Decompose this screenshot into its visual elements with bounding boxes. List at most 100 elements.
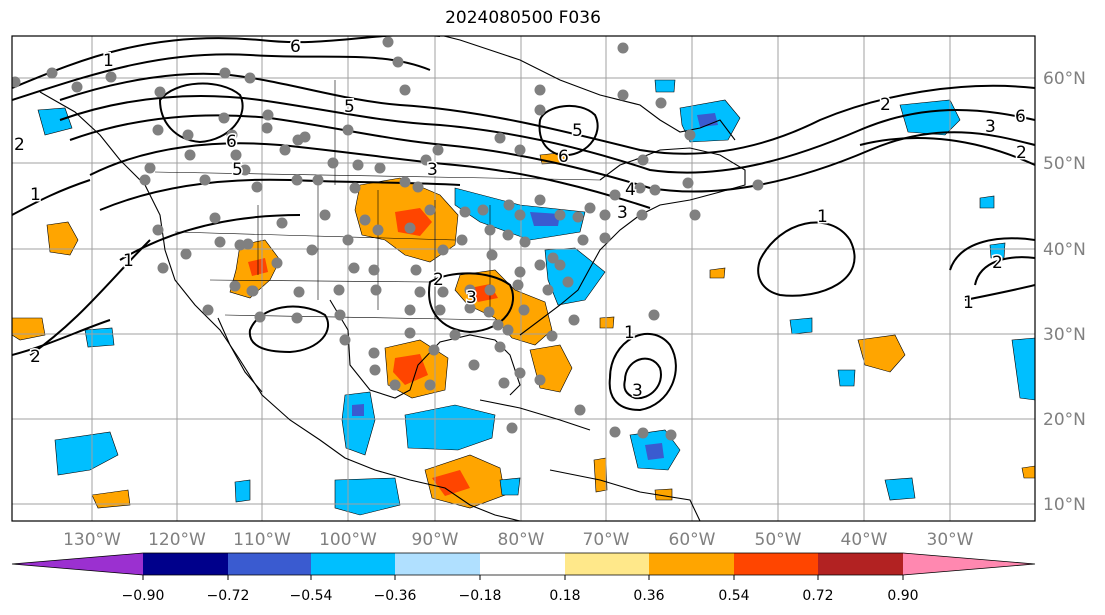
station-dot [636, 209, 648, 221]
colorbar-swatch [903, 553, 1035, 575]
station-dot [468, 359, 480, 371]
station-dot [184, 149, 196, 161]
station-dot [665, 429, 677, 441]
station-dot [599, 209, 611, 221]
lon-label: 80°W [498, 530, 545, 550]
station-dot [506, 422, 518, 434]
station-dot [342, 234, 354, 246]
colorbar-tick-label: −0.90 [122, 588, 165, 604]
colorbar-swatch [649, 553, 734, 575]
station-dot [655, 97, 667, 109]
station-dot [349, 182, 361, 194]
contour-label: 3 [617, 203, 628, 223]
station-dot [412, 181, 424, 193]
station-dot [214, 236, 226, 248]
station-dot [534, 84, 546, 96]
lon-label: 130°W [63, 530, 121, 550]
station-dot [609, 189, 621, 201]
contour-label: 1 [30, 185, 41, 205]
station-dot [339, 334, 351, 346]
station-dot [584, 202, 596, 214]
colorbar-tick-label: 0.72 [802, 588, 833, 604]
contour-label: 6 [290, 37, 301, 57]
station-dot [374, 162, 386, 174]
station-dot [312, 174, 324, 186]
station-dot [12, 76, 21, 88]
station-dot [752, 179, 764, 191]
lat-label: 40°N [1043, 240, 1086, 260]
station-dot [502, 229, 514, 241]
station-dot [494, 341, 506, 353]
station-dot [568, 314, 580, 326]
lon-label: 120°W [148, 530, 206, 550]
station-dot [514, 209, 526, 221]
station-dot [637, 154, 649, 166]
station-dot [144, 162, 156, 174]
station-dot [209, 212, 221, 224]
station-dot [306, 244, 318, 256]
colorbar-swatch [311, 553, 395, 575]
station-dot [609, 426, 621, 438]
contour-label: 1 [817, 207, 828, 227]
station-dot [226, 129, 238, 141]
contour-label: 1 [123, 251, 134, 271]
station-dot [382, 36, 394, 48]
station-dot [293, 286, 305, 298]
contour-label: 1 [963, 293, 974, 313]
lon-label: 100°W [319, 530, 377, 550]
station-dot [432, 144, 444, 156]
station-dot [424, 204, 436, 216]
colorbar-tick-labels: −0.90 −0.72 −0.54 −0.36 −0.18 0.18 0.36 … [122, 588, 919, 604]
contour-label: 2 [1016, 143, 1027, 163]
station-dot [291, 174, 303, 186]
station-dot [399, 176, 411, 188]
contour-label: 1 [103, 51, 114, 71]
contour-label: 6 [226, 132, 237, 152]
station-dot [229, 280, 241, 292]
station-dot [534, 374, 546, 386]
station-dot [634, 182, 646, 194]
contour-label: 3 [427, 160, 438, 180]
station-dot [649, 184, 661, 196]
lon-label: 40°W [841, 530, 888, 550]
contour-label-group: 1 6 5 6 5 2 1 1 2 3 6 5 4 3 2 3 1 3 1 1 … [13, 36, 1029, 403]
station-dot [617, 42, 629, 54]
station-dot [251, 181, 263, 193]
station-dot [574, 404, 586, 416]
contour-label: 1 [624, 323, 635, 343]
colorbar-tick-label: 0.54 [718, 588, 749, 604]
station-dot [262, 109, 274, 121]
station-dot [682, 177, 694, 189]
station-dot [484, 224, 496, 236]
lon-label: 90°W [412, 530, 459, 550]
colorbar [11, 552, 1036, 580]
station-dot [424, 379, 436, 391]
station-dot [562, 276, 574, 288]
colorbar-tick-label: −0.36 [374, 588, 417, 604]
station-dot [327, 157, 339, 169]
station-dot [352, 159, 364, 171]
station-dot [154, 86, 166, 98]
colorbar-swatch [143, 553, 228, 575]
lon-label: 110°W [233, 530, 291, 550]
contour-label: 3 [632, 381, 643, 401]
contour-label: 2 [992, 253, 1003, 273]
station-dot [477, 204, 489, 216]
colorbar-tick-label: 0.36 [633, 588, 664, 604]
station-dot [518, 304, 530, 316]
station-dot [484, 284, 496, 296]
station-dot [534, 104, 546, 116]
lat-label: 60°N [1043, 69, 1086, 89]
station-dot [370, 284, 382, 296]
contour-lines [12, 36, 1035, 412]
station-dot [514, 266, 526, 278]
contour-label: 6 [558, 147, 569, 167]
station-dot [359, 214, 371, 226]
station-dot [456, 234, 468, 246]
station-dot [483, 306, 495, 318]
station-dot [247, 285, 259, 297]
station-dot [514, 367, 526, 379]
contour-label: 3 [466, 288, 477, 308]
station-dot [492, 319, 504, 331]
station-dot [519, 236, 531, 248]
